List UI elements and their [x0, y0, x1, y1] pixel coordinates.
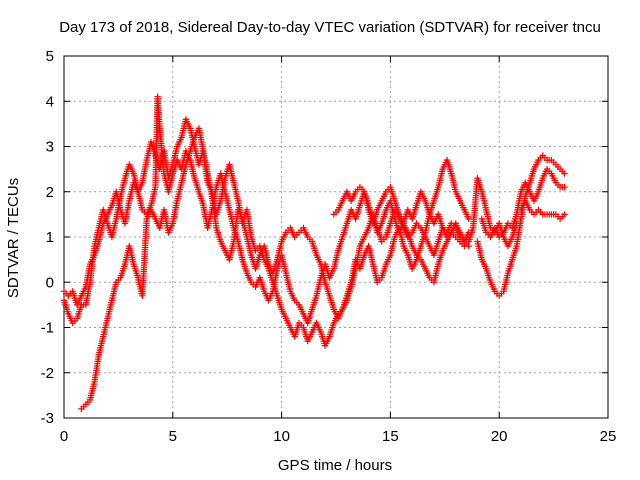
- y-axis: -3 -2 -1 0 1 2 3 4 5: [41, 48, 608, 427]
- x-axis-label: GPS time / hours: [278, 457, 392, 474]
- y-tick-label: 0: [46, 274, 54, 291]
- x-tick-label: 10: [273, 428, 290, 445]
- y-tick-label: 5: [46, 48, 54, 65]
- y-tick-label: 3: [46, 139, 54, 156]
- data-points: [60, 93, 568, 413]
- x-tick-label: 20: [491, 428, 508, 445]
- series-track-c: [60, 93, 472, 327]
- y-tick-label: -1: [41, 320, 54, 337]
- data-point: [561, 170, 568, 177]
- y-tick-label: 2: [46, 184, 54, 201]
- y-axis-label: SDTVAR / TECUs: [5, 178, 22, 298]
- y-tick-label: -2: [41, 365, 54, 382]
- data-point: [561, 184, 568, 191]
- series-track-e: [474, 152, 568, 299]
- x-tick-label: 15: [382, 428, 399, 445]
- y-tick-label: 1: [46, 229, 54, 246]
- data-point: [561, 211, 568, 218]
- chart-title: Day 173 of 2018, Sidereal Day-to-day VTE…: [59, 19, 601, 36]
- x-tick-label: 0: [60, 428, 68, 445]
- x-tick-label: 25: [600, 428, 617, 445]
- x-tick-label: 5: [169, 428, 177, 445]
- grid: [64, 56, 608, 418]
- x-axis: 0 5 10 15 20 25: [60, 56, 617, 445]
- y-tick-label: 4: [46, 93, 54, 110]
- y-tick-label: -3: [41, 410, 54, 427]
